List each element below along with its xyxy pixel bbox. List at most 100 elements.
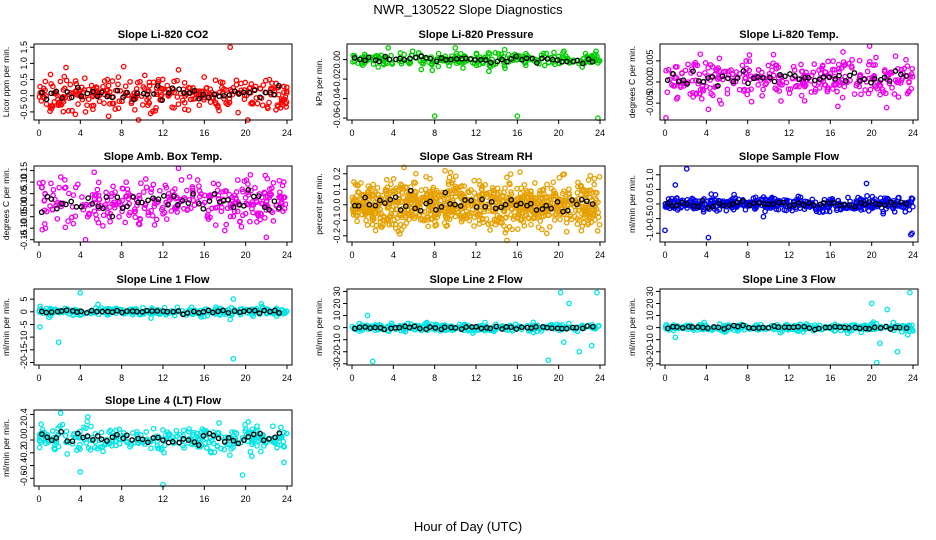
- mean-point: [104, 438, 110, 444]
- mean-point: [472, 57, 478, 63]
- y-tick-label: 0.4: [19, 408, 29, 421]
- data-point: [103, 189, 109, 196]
- x-tick-label: 16: [199, 494, 209, 504]
- data-point: [525, 214, 531, 221]
- data-point: [399, 214, 405, 220]
- y-tick-label: -0.005: [645, 90, 655, 116]
- data-point: [212, 99, 219, 106]
- x-tick-label: 4: [78, 494, 83, 504]
- data-point: [833, 81, 839, 88]
- data-point: [281, 89, 287, 96]
- data-point: [351, 179, 357, 185]
- x-tick-label: 16: [512, 373, 522, 383]
- data-point: [507, 181, 513, 188]
- data-point: [748, 86, 754, 93]
- data-point: [252, 184, 258, 191]
- x-tick-label: 20: [867, 250, 877, 260]
- mean-point: [260, 437, 267, 444]
- mean-point: [149, 308, 155, 314]
- x-tick-label: 24: [595, 373, 605, 383]
- x-tick-label: 20: [241, 494, 251, 504]
- data-point: [283, 99, 290, 105]
- mean-point: [191, 88, 198, 94]
- data-point: [107, 101, 113, 107]
- data-point: [398, 199, 404, 206]
- outlier-point: [683, 166, 690, 172]
- x-tick-label: 16: [825, 373, 835, 383]
- data-point: [145, 209, 152, 216]
- mean-point: [98, 89, 105, 96]
- data-point: [355, 182, 361, 189]
- data-point: [445, 178, 452, 185]
- data-point: [466, 217, 473, 224]
- mean-point: [482, 57, 489, 63]
- mean-point: [820, 74, 827, 80]
- data-point: [111, 204, 118, 211]
- data-point: [266, 194, 273, 201]
- data-point: [427, 175, 433, 182]
- x-tick-label: 4: [704, 128, 709, 138]
- x-tick-label: 0: [36, 373, 41, 383]
- data-point: [896, 194, 902, 201]
- mean-point: [710, 203, 717, 210]
- data-point: [268, 185, 275, 192]
- data-point: [84, 418, 91, 425]
- data-point: [73, 447, 80, 454]
- mean-point: [351, 55, 358, 61]
- data-point: [181, 205, 187, 212]
- data-point: [551, 49, 557, 56]
- mean-point: [184, 310, 191, 316]
- panel-8: Slope Line 2 Flow ml/min per min. 0 4 8 12 16 2…: [314, 274, 606, 383]
- data-point: [366, 186, 373, 192]
- mean-point: [169, 85, 176, 92]
- outlier-point: [705, 106, 712, 113]
- data-points: [663, 43, 916, 121]
- y-tick-label: -0.1: [332, 213, 342, 229]
- data-point: [248, 453, 255, 460]
- data-point: [48, 80, 54, 87]
- mean-point: [412, 54, 419, 61]
- data-point: [186, 197, 193, 203]
- data-point: [526, 215, 532, 222]
- data-point: [442, 212, 449, 219]
- data-point: [212, 222, 219, 228]
- data-point: [502, 229, 509, 236]
- data-point: [81, 424, 87, 431]
- y-axis: -0.15-0.10-0.050.000.050.100.15: [19, 162, 34, 250]
- mean-point: [130, 96, 137, 103]
- y-axis: -30-20-10 0 10 20 30: [645, 286, 660, 370]
- data-point: [366, 209, 373, 216]
- data-point: [702, 201, 709, 207]
- data-point: [160, 86, 167, 93]
- outlier-point: [894, 348, 901, 355]
- data-point: [411, 193, 418, 200]
- data-point: [519, 216, 525, 223]
- data-point: [260, 82, 267, 88]
- outlier-point: [364, 312, 371, 319]
- mean-point: [159, 97, 166, 103]
- data-point: [214, 204, 221, 211]
- mean-point: [170, 308, 177, 315]
- hourly-means: [351, 187, 596, 215]
- data-point: [230, 213, 237, 220]
- mean-point: [494, 58, 501, 65]
- data-points: [36, 410, 290, 488]
- outlier-point: [230, 296, 237, 302]
- outlier-point: [705, 234, 712, 241]
- x-tick-label: 4: [391, 128, 396, 138]
- data-point: [669, 82, 675, 88]
- mean-point: [689, 324, 696, 330]
- mean-point: [499, 326, 505, 332]
- mean-point: [892, 68, 899, 74]
- data-point: [838, 65, 845, 71]
- mean-point: [276, 82, 282, 89]
- data-point: [418, 66, 425, 73]
- mean-point: [221, 92, 227, 99]
- outlier-point: [369, 358, 376, 365]
- data-point: [822, 69, 828, 75]
- data-point: [433, 222, 440, 228]
- mean-point: [376, 197, 383, 204]
- data-point: [77, 441, 83, 448]
- data-point: [105, 113, 112, 120]
